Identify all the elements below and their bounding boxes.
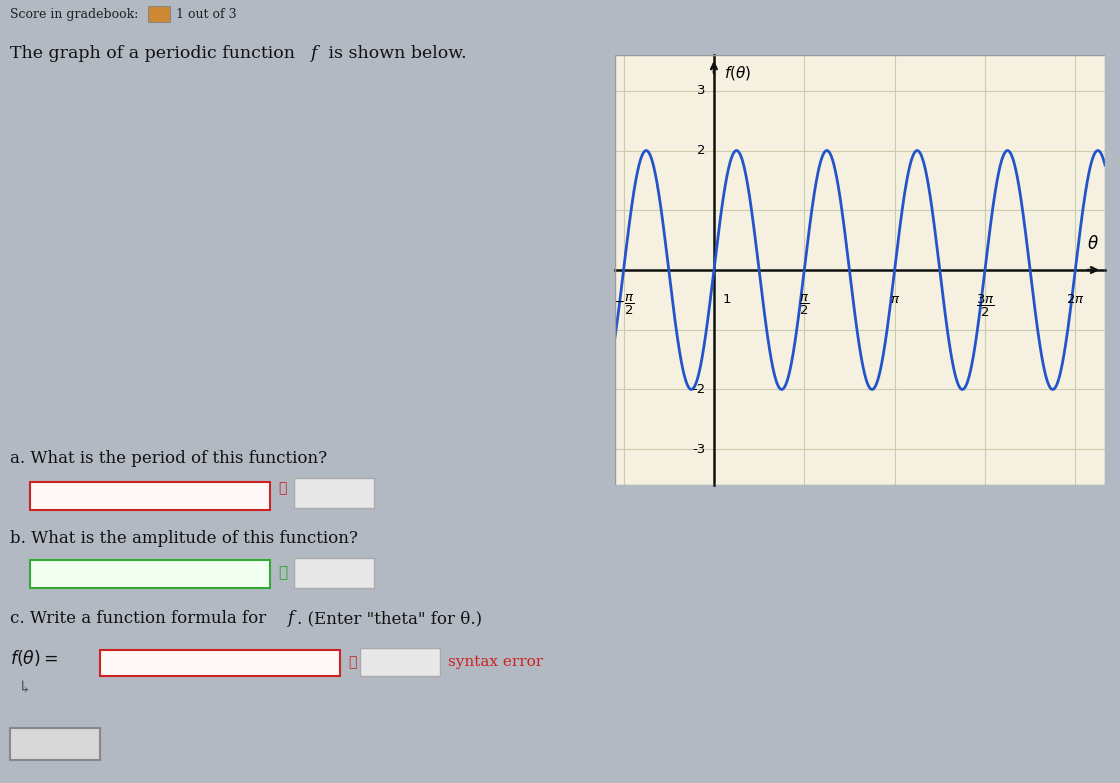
Text: -2: -2 — [692, 383, 706, 396]
FancyBboxPatch shape — [10, 728, 100, 760]
Text: 3: 3 — [697, 85, 706, 97]
Text: The graph of a periodic function: The graph of a periodic function — [10, 45, 300, 62]
Text: $\theta$: $\theta$ — [1088, 235, 1099, 253]
Text: Score in gradebook:: Score in gradebook: — [10, 8, 139, 21]
Text: ↳: ↳ — [18, 680, 31, 697]
Text: 1: 1 — [722, 293, 731, 305]
Text: ✗: ✗ — [278, 481, 287, 495]
FancyBboxPatch shape — [293, 558, 374, 588]
Text: syntax error: syntax error — [448, 655, 543, 669]
Text: Preview: Preview — [371, 655, 430, 669]
Text: $\dfrac{3\pi}{2}$: $\dfrac{3\pi}{2}$ — [976, 293, 995, 319]
Text: Preview: Preview — [305, 566, 364, 580]
FancyBboxPatch shape — [360, 648, 440, 676]
Text: $f(\theta) =$: $f(\theta) =$ — [10, 648, 58, 668]
Text: -3: -3 — [692, 442, 706, 456]
Text: 2: 2 — [40, 567, 49, 581]
Text: $-\dfrac{\pi}{2}$: $-\dfrac{\pi}{2}$ — [613, 293, 634, 317]
Text: f: f — [287, 610, 293, 627]
FancyBboxPatch shape — [148, 6, 170, 22]
Text: c. Write a function formula for: c. Write a function formula for — [10, 610, 271, 627]
FancyBboxPatch shape — [100, 650, 340, 676]
FancyBboxPatch shape — [30, 560, 270, 588]
Text: is shown below.: is shown below. — [323, 45, 467, 62]
Text: $f(\theta)$: $f(\theta)$ — [725, 64, 752, 82]
Text: 2: 2 — [697, 144, 706, 157]
Text: $\dfrac{\pi}{2}$: $\dfrac{\pi}{2}$ — [799, 293, 810, 317]
FancyBboxPatch shape — [30, 482, 270, 510]
Text: $\pi$: $\pi$ — [889, 293, 899, 305]
Text: a. What is the period of this function?: a. What is the period of this function? — [10, 450, 327, 467]
Text: $2\pi$: $2\pi$ — [1066, 293, 1084, 305]
Text: . (Enter "theta" for θ.): . (Enter "theta" for θ.) — [297, 610, 482, 627]
Text: b. What is the amplitude of this function?: b. What is the amplitude of this functio… — [10, 530, 358, 547]
Text: Submit: Submit — [25, 739, 86, 753]
Text: ✗: ✗ — [348, 655, 356, 669]
Text: f: f — [310, 45, 316, 62]
Text: ✔: ✔ — [278, 566, 287, 580]
Text: 1 out of 3: 1 out of 3 — [176, 8, 236, 21]
FancyBboxPatch shape — [293, 478, 374, 508]
Text: Preview: Preview — [305, 486, 364, 500]
